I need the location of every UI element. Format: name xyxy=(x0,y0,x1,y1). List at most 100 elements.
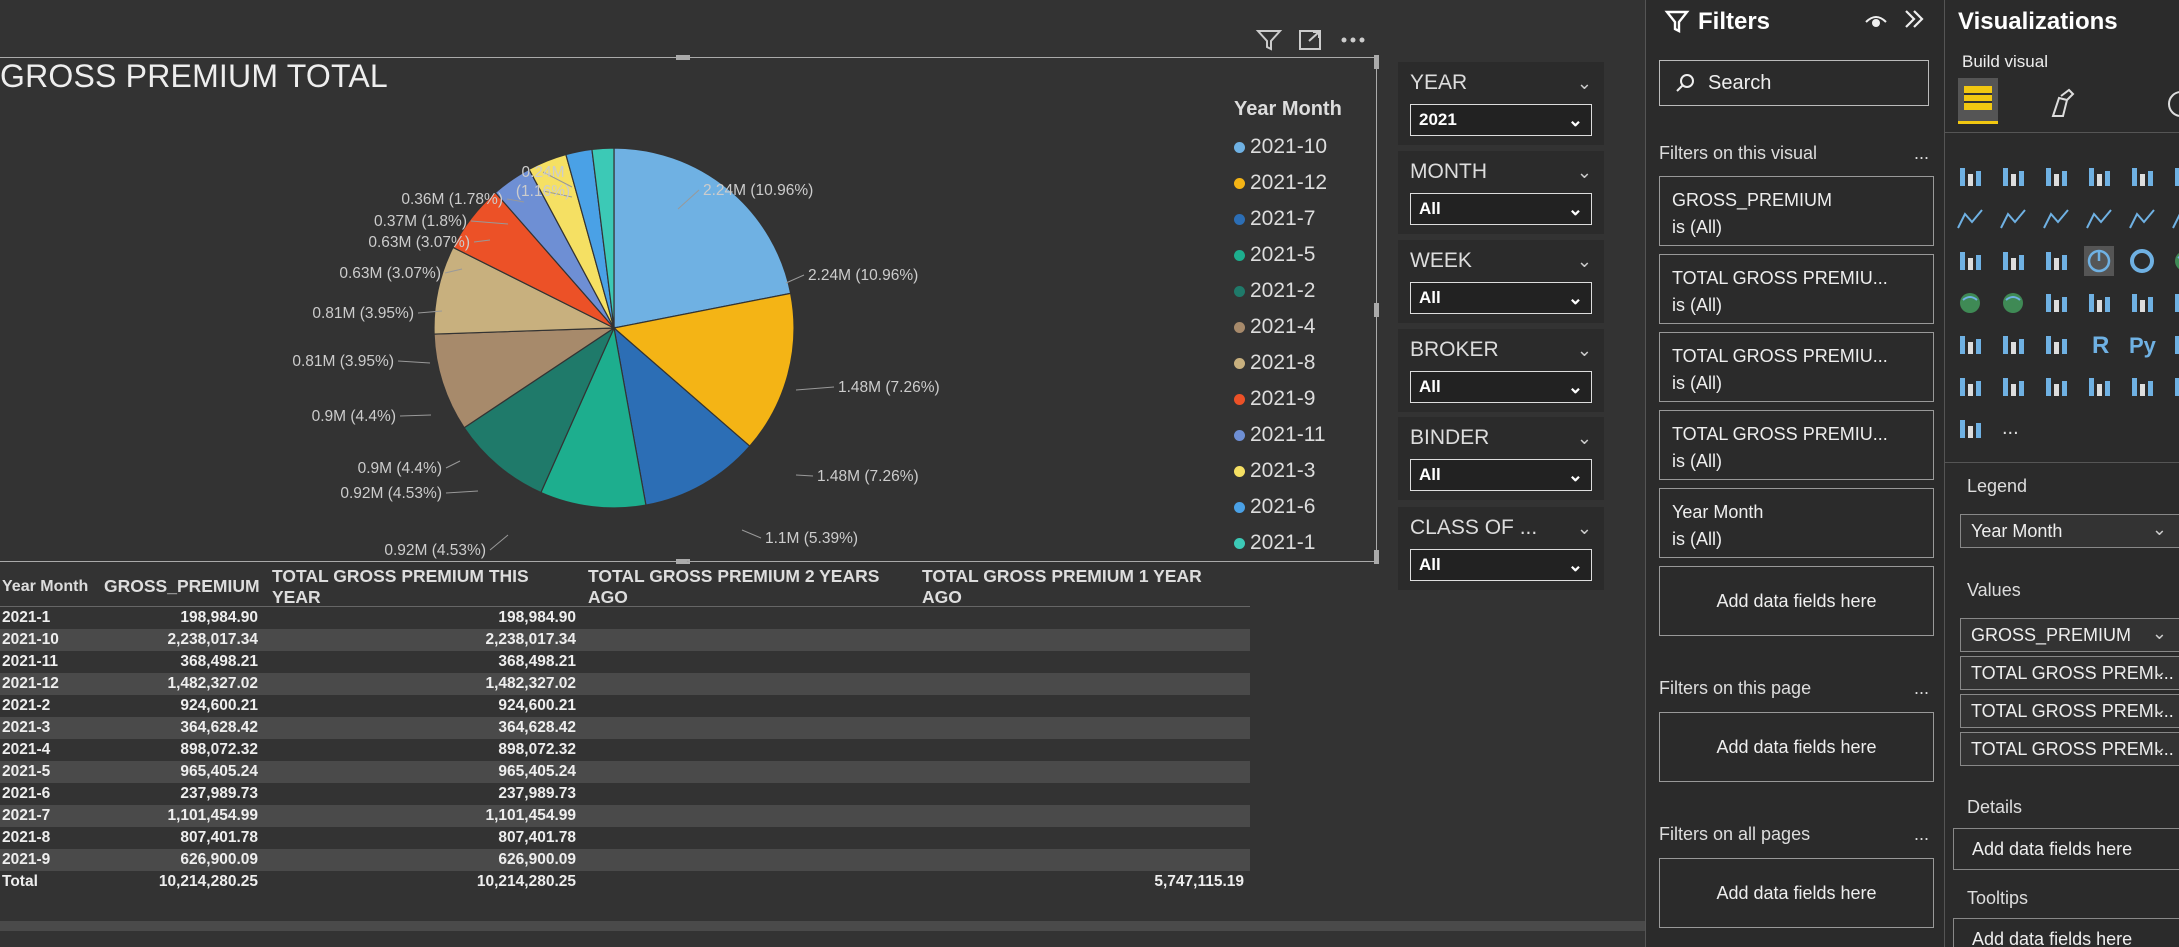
more-options-icon[interactable]: ... xyxy=(1913,143,1929,163)
get-more-visuals-icon[interactable]: ... xyxy=(1998,414,2028,444)
table-row[interactable]: 2021-8 807,401.78 807,401.78 xyxy=(0,827,1250,849)
filter-icon[interactable] xyxy=(1255,27,1283,53)
more-options-icon[interactable]: ... xyxy=(1913,678,1929,698)
values-field-well[interactable]: TOTAL GROSS PREMI... ⌄ xyxy=(1960,656,2179,690)
filter-card[interactable]: TOTAL GROSS PREMIU... is (All) xyxy=(1659,254,1934,324)
filter-card[interactable]: Year Month is (All) xyxy=(1659,488,1934,558)
legend-item[interactable]: 2021-3 xyxy=(1234,453,1342,489)
decomposition-tree-icon[interactable] xyxy=(1955,372,1985,402)
table-row[interactable]: 2021-9 626,900.09 626,900.09 xyxy=(0,849,1250,871)
r-visual-icon[interactable]: R xyxy=(2084,330,2114,360)
filter-card[interactable]: TOTAL GROSS PREMIU... is (All) xyxy=(1659,332,1934,402)
column-header-year-month[interactable]: Year Month xyxy=(2,577,89,595)
python-visual-icon[interactable]: Py xyxy=(2127,330,2157,360)
slicer-dropdown[interactable]: All ⌄ xyxy=(1410,549,1592,581)
table-row[interactable]: 2021-2 924,600.21 924,600.21 xyxy=(0,695,1250,717)
kpi-icon[interactable] xyxy=(2170,288,2179,318)
values-field-well[interactable]: TOTAL GROSS PREMI... ⌄ xyxy=(1960,694,2179,728)
slicer-week[interactable]: WEEK ⌄ All ⌄ xyxy=(1398,240,1604,323)
slicer-broker[interactable]: BROKER ⌄ All ⌄ xyxy=(1398,329,1604,412)
chevron-down-icon[interactable]: ⌄ xyxy=(1576,250,1592,271)
chevron-down-icon[interactable]: ⌄ xyxy=(2151,661,2167,681)
area-icon[interactable] xyxy=(1998,204,2028,234)
values-field-well[interactable]: GROSS_PREMIUM ⌄ xyxy=(1960,618,2179,652)
scatter-icon[interactable] xyxy=(2041,246,2071,276)
focus-mode-icon[interactable] xyxy=(1297,27,1325,53)
chevron-down-icon[interactable]: ⌄ xyxy=(2151,519,2167,539)
ribbon-icon[interactable] xyxy=(2170,204,2179,234)
pie-slice-2021-2[interactable] xyxy=(463,326,616,494)
pie-slice-2021-4[interactable] xyxy=(433,327,617,429)
chevron-down-icon[interactable]: ⌄ xyxy=(1576,339,1592,360)
slicer-year[interactable]: YEAR ⌄ 2021 ⌄ xyxy=(1398,62,1604,145)
chevron-down-icon[interactable]: ⌄ xyxy=(1576,72,1592,93)
column-header-gross-premium[interactable]: GROSS_PREMIUM xyxy=(104,576,260,596)
legend-field-well[interactable]: Year Month ⌄ xyxy=(1960,514,2179,548)
filter-card[interactable]: GROSS_PREMIUM is (All) xyxy=(1659,176,1934,246)
column-header-total-this-year[interactable]: TOTAL GROSS PREMIUM THIS YEAR xyxy=(272,565,529,607)
waterfall-icon[interactable] xyxy=(1955,246,1985,276)
pie-slice-2021-10[interactable] xyxy=(613,147,792,329)
stacked-column-icon[interactable] xyxy=(1998,162,2028,192)
legend-item[interactable]: 2021-7 xyxy=(1234,201,1342,237)
chevron-down-icon[interactable]: ⌄ xyxy=(1576,517,1592,538)
table-row[interactable]: 2021-12 1,482,327.02 1,482,327.02 xyxy=(0,673,1250,695)
chevron-down-icon[interactable]: ⌄ xyxy=(1576,161,1592,182)
legend-item[interactable]: 2021-11 xyxy=(1234,417,1342,453)
build-visual-tab[interactable] xyxy=(1958,78,1998,124)
legend-item[interactable]: 2021-10 xyxy=(1234,129,1342,165)
eye-icon[interactable] xyxy=(1864,10,1888,30)
slicer-classof[interactable]: CLASS OF ... ⌄ All ⌄ xyxy=(1398,507,1604,590)
treemap-icon[interactable] xyxy=(2170,246,2179,276)
narrative-icon[interactable] xyxy=(2041,372,2071,402)
slicer-dropdown[interactable]: All ⌄ xyxy=(1410,371,1592,403)
more-options-icon[interactable] xyxy=(1339,27,1367,53)
tooltips-drop-zone[interactable]: Add data fields here xyxy=(1953,918,2179,947)
legend-item[interactable]: 2021-12 xyxy=(1234,165,1342,201)
slicer-dropdown[interactable]: All ⌄ xyxy=(1410,459,1592,491)
100-column-icon[interactable] xyxy=(2170,162,2179,192)
key-influencers-icon[interactable] xyxy=(2170,330,2179,360)
stacked-bar-icon[interactable] xyxy=(1955,162,1985,192)
table-row[interactable]: 2021-10 2,238,017.34 2,238,017.34 xyxy=(0,629,1250,651)
stacked-area-icon[interactable] xyxy=(2041,204,2071,234)
format-paintbrush-icon[interactable] xyxy=(2043,86,2079,122)
values-field-well[interactable]: TOTAL GROSS PREMI... ⌄ xyxy=(1960,732,2179,766)
analytics-icon[interactable] xyxy=(2163,86,2179,122)
power-automate-icon[interactable] xyxy=(2170,372,2179,402)
filled-map-icon[interactable] xyxy=(1998,288,2028,318)
more-options-icon[interactable]: ... xyxy=(1913,824,1929,844)
slicer-dropdown[interactable]: 2021 ⌄ xyxy=(1410,104,1592,136)
horizontal-scrollbar[interactable] xyxy=(0,921,1645,931)
legend-item[interactable]: 2021-1 xyxy=(1234,525,1342,561)
page-filters-drop-zone[interactable]: Add data fields here xyxy=(1659,712,1934,782)
table-row[interactable]: 2021-5 965,405.24 965,405.24 xyxy=(0,761,1250,783)
table-row[interactable]: 2021-3 364,628.42 364,628.42 xyxy=(0,717,1250,739)
legend-item[interactable]: 2021-8 xyxy=(1234,345,1342,381)
slicer-dropdown[interactable]: All ⌄ xyxy=(1410,193,1592,225)
slicer-dropdown[interactable]: All ⌄ xyxy=(1410,282,1592,314)
clustered-bar-icon[interactable] xyxy=(2041,162,2071,192)
pie-slice-2021-12[interactable] xyxy=(612,292,795,448)
card-icon[interactable] xyxy=(2084,288,2114,318)
multirow-card-icon[interactable] xyxy=(2127,288,2157,318)
paginated-report-icon[interactable] xyxy=(2084,372,2114,402)
matrix-icon[interactable] xyxy=(2041,330,2071,360)
qa-icon[interactable] xyxy=(1998,372,2028,402)
slicer-icon[interactable] xyxy=(1955,330,1985,360)
pie-slice-2021-5[interactable] xyxy=(540,325,647,509)
100-bar-icon[interactable] xyxy=(2127,162,2157,192)
details-drop-zone[interactable]: Add data fields here xyxy=(1953,828,2179,870)
pie-slice-2021-1[interactable] xyxy=(591,147,615,329)
table-row[interactable]: 2021-7 1,101,454.99 1,101,454.99 xyxy=(0,805,1250,827)
pie-slice-2021-7[interactable] xyxy=(613,326,751,506)
legend-item[interactable]: 2021-9 xyxy=(1234,381,1342,417)
map-icon[interactable] xyxy=(1955,288,1985,318)
funnel-icon[interactable] xyxy=(1998,246,2028,276)
line-clustered-icon[interactable] xyxy=(2127,204,2157,234)
column-header-total-2-years-ago[interactable]: TOTAL GROSS PREMIUM 2 YEARS AGO xyxy=(588,565,880,607)
chevron-down-icon[interactable]: ⌄ xyxy=(2151,737,2167,757)
data-table[interactable]: Year Month GROSS_PREMIUM TOTAL GROSS PRE… xyxy=(0,565,1250,893)
donut-icon[interactable] xyxy=(2127,246,2157,276)
filter-card[interactable]: TOTAL GROSS PREMIU... is (All) xyxy=(1659,410,1934,480)
